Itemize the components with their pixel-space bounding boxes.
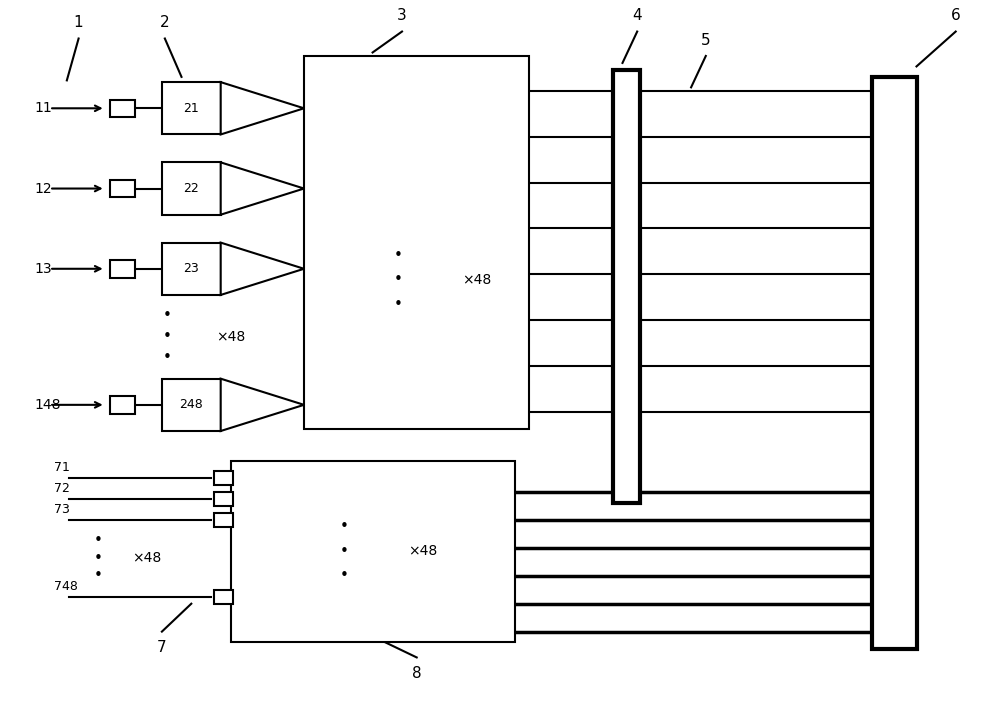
Text: 2: 2 — [160, 15, 170, 30]
Text: ×48: ×48 — [462, 273, 492, 287]
Polygon shape — [221, 162, 304, 215]
Bar — [214, 492, 233, 506]
Text: •: • — [394, 273, 403, 288]
Bar — [110, 260, 135, 278]
Text: ×48: ×48 — [216, 330, 245, 344]
Text: 23: 23 — [183, 262, 199, 276]
Text: 6: 6 — [951, 8, 961, 23]
Text: 7: 7 — [157, 640, 167, 655]
Bar — [162, 162, 221, 215]
Text: 73: 73 — [54, 503, 70, 516]
Bar — [110, 100, 135, 117]
Text: 71: 71 — [54, 461, 70, 474]
Text: 22: 22 — [183, 182, 199, 195]
Text: 72: 72 — [54, 482, 70, 495]
Bar — [110, 396, 135, 414]
Bar — [214, 590, 233, 604]
Text: 4: 4 — [632, 8, 642, 23]
Polygon shape — [221, 243, 304, 295]
Bar — [872, 77, 916, 649]
Text: 1: 1 — [74, 15, 83, 30]
Bar — [230, 461, 515, 642]
Bar — [162, 82, 221, 135]
Text: 748: 748 — [54, 580, 78, 593]
Text: 11: 11 — [34, 101, 52, 115]
Text: 148: 148 — [34, 398, 61, 412]
Text: ×48: ×48 — [132, 551, 162, 565]
Text: •: • — [162, 330, 171, 345]
Bar — [304, 56, 529, 429]
Text: ×48: ×48 — [408, 545, 437, 558]
Text: •: • — [340, 520, 349, 535]
Text: 8: 8 — [412, 666, 422, 681]
Text: •: • — [394, 248, 403, 263]
Text: 5: 5 — [701, 33, 711, 48]
Text: 13: 13 — [34, 262, 52, 276]
Text: 21: 21 — [183, 102, 199, 115]
Text: •: • — [162, 350, 171, 365]
Polygon shape — [221, 379, 304, 431]
Text: 3: 3 — [397, 8, 407, 23]
Bar — [162, 243, 221, 295]
Text: •: • — [340, 544, 349, 559]
Bar — [214, 513, 233, 527]
Bar — [613, 70, 640, 503]
Text: •: • — [162, 308, 171, 323]
Bar — [110, 180, 135, 197]
Polygon shape — [221, 82, 304, 135]
Text: •: • — [94, 551, 103, 566]
Text: 248: 248 — [179, 398, 203, 412]
Text: •: • — [340, 568, 349, 583]
Bar — [214, 471, 233, 485]
Text: 12: 12 — [34, 182, 52, 196]
Bar — [162, 379, 221, 431]
Text: •: • — [94, 568, 103, 583]
Text: •: • — [94, 533, 103, 548]
Text: •: • — [394, 297, 403, 312]
